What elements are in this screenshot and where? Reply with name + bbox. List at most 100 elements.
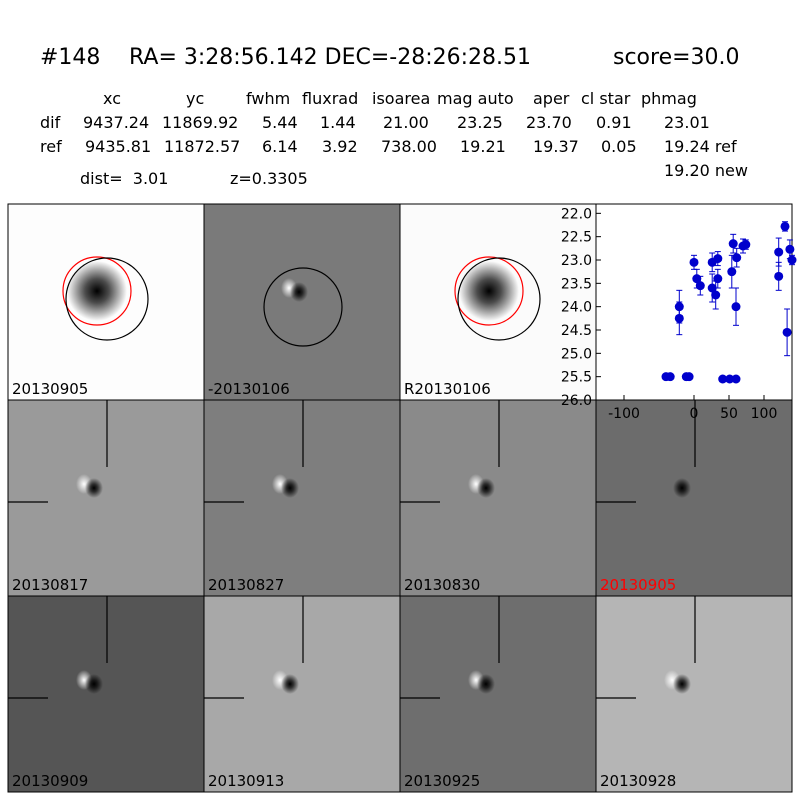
column-header: phmag xyxy=(641,89,697,108)
negative-lobe xyxy=(673,478,691,498)
data-point xyxy=(774,247,784,257)
column-header: aper xyxy=(533,89,570,108)
data-point xyxy=(725,374,735,384)
negative-lobe xyxy=(477,478,495,498)
column-header: yc xyxy=(186,89,204,108)
ref-circle xyxy=(62,256,132,326)
data-point xyxy=(732,253,742,263)
data-point xyxy=(718,374,728,384)
phmag-new: 19.20 new xyxy=(664,161,748,180)
source-blob xyxy=(67,261,127,321)
panel-label: 20130830 xyxy=(404,576,480,594)
negative-lobe xyxy=(281,674,299,694)
negative-lobe xyxy=(281,478,299,498)
row-label: dif xyxy=(40,113,61,132)
data-point xyxy=(707,283,717,293)
data-point xyxy=(684,372,694,382)
column-header: cl star xyxy=(581,89,631,108)
det-circle xyxy=(65,257,149,341)
dist: dist= 3.01 xyxy=(80,169,168,188)
cutout-image xyxy=(399,399,597,597)
data-point xyxy=(711,290,721,300)
coordinates: RA= 3:28:56.142 DEC=-28:26:28.51 xyxy=(129,45,531,70)
data-point xyxy=(713,254,723,264)
x-tick-label: 100 xyxy=(751,406,778,422)
cutout-image xyxy=(7,399,205,597)
table-cell: 19.21 xyxy=(460,137,506,156)
column-header: fwhm xyxy=(246,89,290,108)
cutout-image xyxy=(203,595,401,793)
y-tick-label: 23.5 xyxy=(561,276,592,292)
y-tick-label: 24.5 xyxy=(561,323,592,339)
data-point xyxy=(674,313,684,323)
candidate-id: #148 xyxy=(40,45,100,70)
cutout-image xyxy=(399,595,597,793)
table-cell: 9437.24 xyxy=(83,113,149,132)
panel-label: 20130909 xyxy=(12,772,88,790)
det-circle xyxy=(263,267,343,347)
data-point xyxy=(785,244,795,254)
data-point xyxy=(782,327,792,337)
table-cell: 19.24 ref xyxy=(664,137,737,156)
table-cell: 738.00 xyxy=(381,137,437,156)
table-cell: 23.25 xyxy=(457,113,503,132)
det-circle xyxy=(457,257,541,341)
y-tick-label: 24.0 xyxy=(561,300,592,316)
panel-label: 20130905 xyxy=(600,576,676,594)
data-point xyxy=(727,267,737,277)
cutout-image xyxy=(7,595,205,793)
y-tick-label: 23.0 xyxy=(561,253,592,269)
table-cell: 11872.57 xyxy=(164,137,240,156)
y-tick-label: 25.5 xyxy=(561,370,592,386)
table-cell: 21.00 xyxy=(383,113,429,132)
x-tick-label: 50 xyxy=(720,406,738,422)
table-cell: 19.37 xyxy=(533,137,579,156)
negative-lobe xyxy=(85,478,103,498)
table-cell: 1.44 xyxy=(320,113,356,132)
panel-label: 20130905 xyxy=(12,380,88,398)
negative-lobe xyxy=(85,674,103,694)
table-cell: 5.44 xyxy=(262,113,298,132)
negative-lobe xyxy=(477,674,495,694)
data-point xyxy=(695,281,705,291)
y-tick-label: 22.5 xyxy=(561,230,592,246)
column-header: fluxrad xyxy=(302,89,358,108)
cutout-image xyxy=(595,595,793,793)
panel-label: -20130106 xyxy=(208,380,290,398)
cutout-image xyxy=(595,399,793,597)
light-curve: 22.0 22.5 23.0 23.5 24.0 24.5 25.0 25.5 26.0 -100… xyxy=(561,203,797,422)
row-label: ref xyxy=(40,137,62,156)
x-tick-label: -100 xyxy=(608,406,640,422)
table-cell: 0.91 xyxy=(596,113,632,132)
panel-label: 20130928 xyxy=(600,772,676,790)
data-point xyxy=(774,271,784,281)
table-cell: 23.70 xyxy=(526,113,572,132)
ref-circle xyxy=(454,256,524,326)
negative-lobe xyxy=(673,674,691,694)
data-point xyxy=(780,221,790,231)
table-cell: 11869.92 xyxy=(162,113,238,132)
cutout-image xyxy=(203,399,401,597)
data-point xyxy=(665,372,675,382)
cutout-image xyxy=(203,203,401,401)
plot-area xyxy=(595,203,793,401)
panel-label: 20130913 xyxy=(208,772,284,790)
data-point xyxy=(728,239,738,249)
table-cell: 9435.81 xyxy=(85,137,151,156)
data-point xyxy=(731,374,741,384)
data-point xyxy=(731,302,741,312)
data-point xyxy=(741,240,751,250)
table-cell: 23.01 xyxy=(664,113,710,132)
panel-grid: 20130905 -20130106 R20130106 20130817 201308… xyxy=(7,203,793,793)
column-header: xc xyxy=(103,89,121,108)
x-tick-label: 0 xyxy=(690,406,699,422)
y-tick-label: 25.0 xyxy=(561,346,592,362)
data-point xyxy=(787,255,797,265)
panel-label: 20130827 xyxy=(208,576,284,594)
data-point xyxy=(713,274,723,284)
table-cell: 6.14 xyxy=(262,137,298,156)
negative-lobe xyxy=(290,282,308,302)
table-cell: 3.92 xyxy=(322,137,358,156)
